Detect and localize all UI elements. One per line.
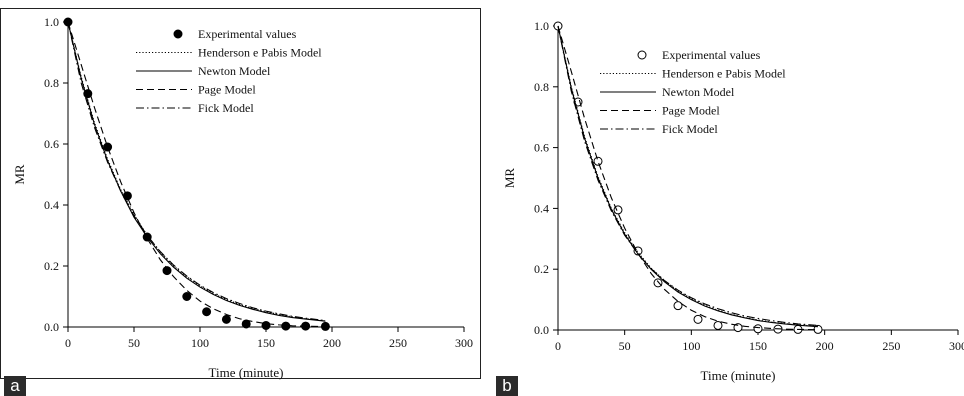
chart-a-y-axis-label: MR	[12, 164, 27, 185]
chart-a-series-experimental-values-point	[221, 314, 231, 324]
chart-b-series-fick-model-line	[557, 25, 819, 326]
chart-a-series-experimental-values-point	[202, 307, 212, 317]
chart-a-legend-label: Newton Model	[198, 64, 271, 78]
chart-a-y-tick-label: 0.0	[44, 320, 59, 334]
chart-a-series-experimental-values-point	[281, 321, 291, 331]
chart-a-x-tick-label: 100	[191, 336, 209, 350]
chart-b-x-tick-label: 50	[619, 339, 631, 353]
chart-a-frame	[0, 8, 481, 379]
chart-a-x-tick-label: 0	[65, 336, 71, 350]
chart-b-series-page-model-line	[557, 25, 819, 331]
chart-b-x-tick-label: 100	[682, 339, 700, 353]
chart-a-legend-label: Fick Model	[198, 101, 254, 115]
chart-a-x-axis-label: Time (minute)	[209, 365, 284, 380]
chart-panel-a: 0 50 100 150 200 250 300 0.0 0.2 0.4 0.6 0.8 1.0 Time…	[0, 8, 481, 396]
chart-a-x-tick-label: 50	[128, 336, 140, 350]
chart-b-y-tick-label: 1.0	[534, 19, 549, 33]
chart-a-x-tick-label: 250	[389, 336, 407, 350]
chart-a-series-page-model-line	[67, 21, 326, 328]
chart-a-legend-label: Experimental values	[198, 27, 297, 41]
chart-b-series-experimental-values-point	[693, 314, 703, 324]
chart-a-legend: Experimental values Henderson e Pabis Mod…	[136, 27, 322, 115]
panel-label-b: b	[496, 376, 518, 396]
chart-b-legend-label: Page Model	[662, 104, 720, 118]
chart-b-legend-label: Henderson e Pabis Model	[662, 67, 786, 81]
chart-panel-b: 0 50 100 150 200 250 300 0.0 0.2 0.4 0.6 0.8 1.0 Time…	[482, 0, 964, 396]
chart-b-legend-marker	[637, 50, 647, 60]
chart-b-series-experimental-values-point	[713, 320, 723, 330]
chart-b-x-axis-label: Time (minute)	[701, 368, 776, 383]
chart-a-series-newton-model-line	[67, 21, 326, 322]
chart-b-x-tick-label: 250	[882, 339, 900, 353]
chart-a-series-fick-model-line	[67, 21, 326, 322]
chart-b-y-tick-label: 0.8	[534, 80, 549, 94]
chart-a-legend-label: Henderson e Pabis Model	[198, 46, 322, 60]
chart-b-y-tick-label: 0.6	[534, 141, 549, 155]
chart-b-series-experimental-values-point	[733, 323, 743, 333]
chart-a-svg: 0 50 100 150 200 250 300 0.0 0.2 0.4 0.6 0.8 1.0 Time…	[0, 8, 481, 380]
chart-a-series-experimental-values-point	[182, 292, 192, 301]
chart-a-series-experimental-values-point	[162, 266, 172, 276]
chart-b-svg: 0 50 100 150 200 250 300 0.0 0.2 0.4 0.6 0.8 1.0 Time…	[502, 19, 964, 383]
chart-b-legend-label: Fick Model	[662, 122, 718, 136]
chart-b-series-experimental-values	[553, 21, 823, 334]
chart-b-x-tick-label: 0	[555, 339, 561, 353]
chart-b-y-tick-label: 0.2	[534, 262, 549, 276]
chart-b-legend: Experimental values Henderson e Pabis Mod…	[600, 48, 786, 136]
chart-b-legend-label: Experimental values	[662, 48, 761, 62]
chart-b-series-newton-model-line	[557, 25, 819, 328]
chart-a-y-tick-label: 0.6	[44, 137, 59, 151]
chart-b-y-tick-label: 0.0	[534, 323, 549, 337]
chart-b-series-experimental-values-point	[593, 156, 603, 166]
chart-b-y-tick-label: 0.4	[534, 201, 549, 215]
chart-b-x-tick-label: 300	[949, 339, 964, 353]
chart-b-x-tick-label: 200	[816, 339, 834, 353]
panel-label-a: a	[4, 376, 26, 396]
chart-a-x-tick-label: 300	[455, 336, 473, 350]
chart-a-series-henderson-e-pabis-model-line	[67, 21, 326, 322]
chart-b-series-experimental-values-point	[673, 301, 683, 311]
chart-b-x-tick-label: 150	[749, 339, 767, 353]
chart-a-legend-marker	[173, 29, 183, 39]
chart-a-y-tick-label: 1.0	[44, 15, 59, 29]
chart-a-y-tick-label: 0.2	[44, 259, 59, 273]
chart-a-series-experimental-values-point	[103, 142, 113, 152]
chart-b-series-experimental-values-point	[753, 324, 763, 334]
chart-b-y-axis-label: MR	[502, 168, 517, 189]
chart-a-legend-label: Page Model	[198, 83, 256, 97]
chart-a-x-tick-label: 150	[257, 336, 275, 350]
chart-a-x-tick-label: 200	[323, 336, 341, 350]
chart-a-y-tick-label: 0.8	[44, 76, 59, 90]
chart-a-y-tick-label: 0.4	[44, 198, 59, 212]
chart-b-legend-label: Newton Model	[662, 85, 735, 99]
